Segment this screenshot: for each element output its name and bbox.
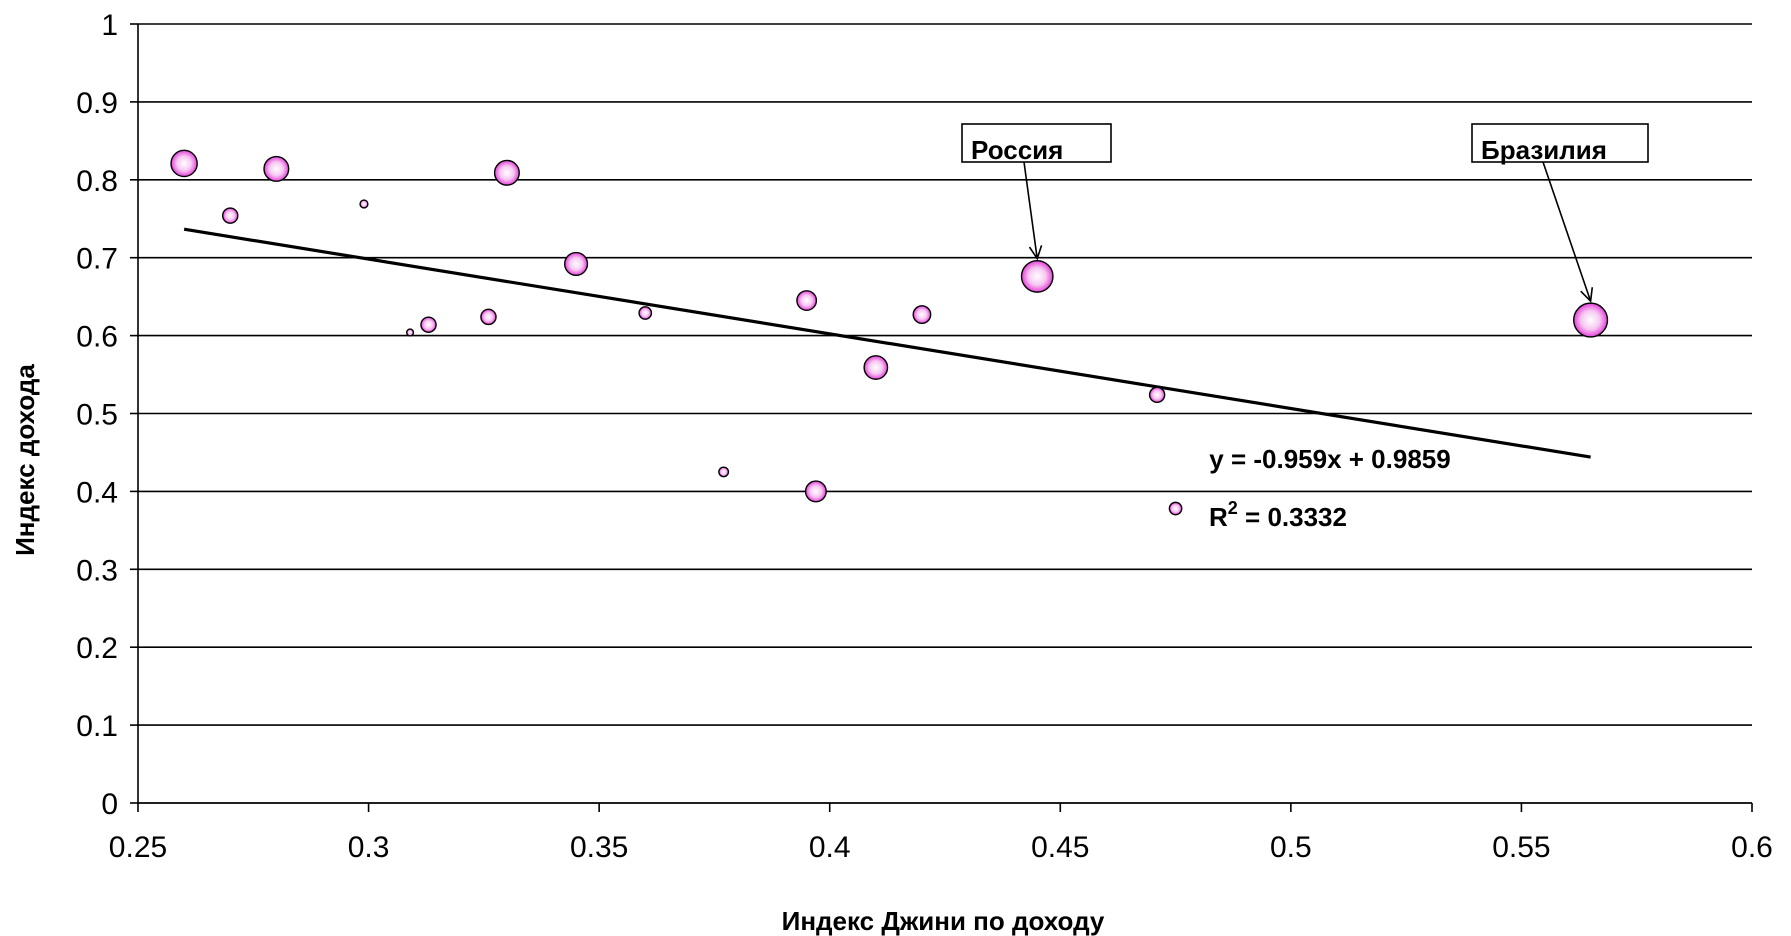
bubble-point: [718, 466, 730, 478]
gridlines: [138, 23, 1752, 804]
y-axis-ticks: 0 0.1 0.2 0.3 0.4 0.5 0.6 0.7 0.8 0.9 1: [76, 9, 138, 821]
callout-box: [1471, 123, 1649, 163]
y-tick-label: 0.1: [76, 710, 118, 743]
bubble-point: [564, 251, 589, 277]
bubble-point: [221, 207, 239, 224]
y-tick-label: 0.2: [76, 632, 118, 665]
callout-arrow-head: [1028, 245, 1043, 261]
y-tick-label: 1: [101, 9, 118, 42]
bubble-point: [912, 305, 932, 324]
x-tick-label: 0.35: [570, 831, 628, 864]
bubble-point: [263, 155, 290, 182]
x-tick-label: 0.25: [109, 831, 167, 864]
bubble-point: [359, 199, 369, 209]
bubbles: [170, 149, 1609, 516]
callout-box: [961, 123, 1112, 163]
bubble-point: [493, 159, 520, 186]
y-tick-label: 0: [101, 788, 118, 821]
bubble-point: [405, 328, 415, 337]
callout-label: Бразилия: [1481, 135, 1607, 165]
y-axis-title: Индекс дохода: [10, 364, 40, 556]
bubble-point: [1148, 386, 1166, 404]
x-tick-label: 0.3: [348, 831, 390, 864]
bubble-point: [863, 355, 889, 380]
r2-value: = 0.3332: [1238, 502, 1347, 532]
callout-arrow-line: [1542, 161, 1592, 302]
y-tick-label: 0.4: [76, 476, 118, 509]
y-tick-label: 0.5: [76, 399, 118, 432]
bubble-point: [170, 149, 198, 178]
bubble-point: [638, 306, 653, 320]
callout-arrow-head: [1580, 287, 1594, 303]
x-tick-label: 0.6: [1731, 831, 1773, 864]
callout-arrow-line: [1023, 161, 1039, 259]
bubble-point: [480, 308, 497, 326]
bubble-point: [1573, 302, 1609, 338]
trendline-r2: R2 = 0.3332: [1209, 498, 1347, 532]
x-tick-label: 0.5: [1270, 831, 1312, 864]
bubble-point: [420, 316, 437, 333]
trendline-line: [183, 227, 1591, 459]
y-tick-label: 0.8: [76, 165, 118, 198]
x-axis-title: Индекс Джини по доходу: [782, 906, 1105, 936]
r2-superscript: 2: [1228, 498, 1238, 518]
y-tick-label: 0.3: [76, 554, 118, 587]
y-tick-label: 0.6: [76, 321, 118, 354]
trendline: [183, 227, 1591, 459]
x-tick-label: 0.55: [1492, 831, 1550, 864]
bubble-point: [804, 480, 827, 503]
trendline-equation: y = -0.959x + 0.9859: [1209, 444, 1450, 474]
bubble-point: [1020, 259, 1054, 293]
bubble-point: [1168, 501, 1183, 516]
x-axis-ticks: 0.25 0.3 0.35 0.4 0.45 0.5 0.55 0.6: [109, 803, 1773, 864]
bubble-point: [796, 290, 818, 311]
r2-label: R: [1209, 502, 1228, 532]
y-tick-label: 0.9: [76, 87, 118, 120]
callouts: Россия Бразилия: [961, 123, 1649, 303]
x-tick-label: 0.45: [1031, 831, 1089, 864]
callout-label: Россия: [971, 135, 1063, 165]
x-tick-label: 0.4: [809, 831, 851, 864]
y-tick-label: 0.7: [76, 243, 118, 276]
